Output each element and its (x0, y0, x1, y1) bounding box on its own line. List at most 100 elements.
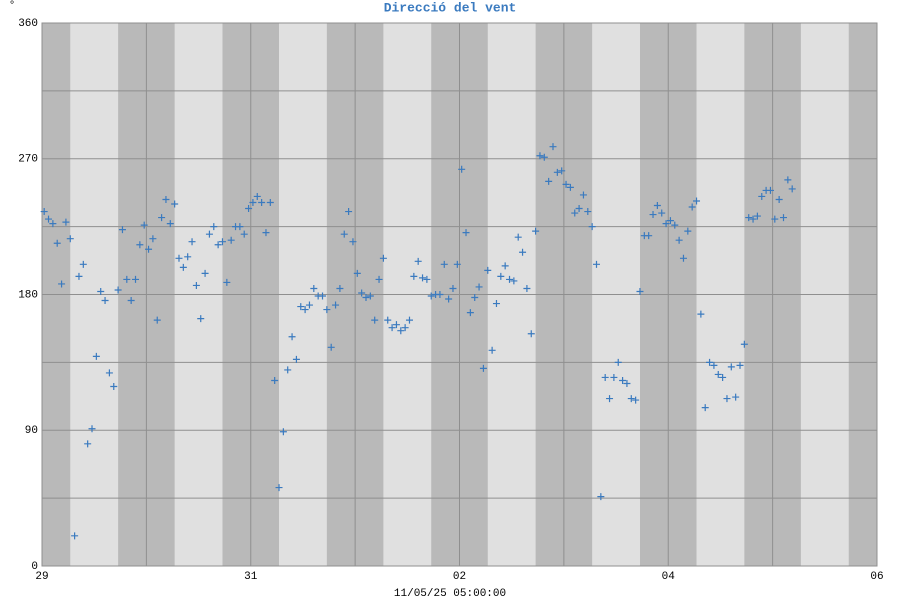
data-point (197, 315, 205, 323)
data-point (319, 292, 327, 300)
data-point (305, 301, 313, 309)
data-point (97, 287, 105, 295)
data-point (458, 165, 466, 173)
data-point (79, 260, 87, 268)
data-point (132, 275, 140, 283)
data-point (75, 272, 83, 280)
data-point (414, 257, 422, 265)
data-point (675, 236, 683, 244)
data-point (666, 217, 674, 225)
data-point (462, 229, 470, 237)
grid (41, 22, 878, 567)
data-point (275, 484, 283, 492)
data-point (405, 316, 413, 324)
data-point (53, 239, 61, 247)
data-point (358, 289, 366, 297)
data-point (727, 363, 735, 371)
data-point (384, 316, 392, 324)
data-point (610, 373, 618, 381)
data-point (558, 167, 566, 175)
data-point (753, 212, 761, 220)
data-point (758, 192, 766, 200)
x-tick-label: 29 (35, 571, 48, 583)
data-point (588, 223, 596, 231)
data-point (262, 229, 270, 237)
data-point (514, 233, 522, 241)
data-point (123, 275, 131, 283)
data-point (162, 195, 170, 203)
data-point (114, 286, 122, 294)
data-point (371, 316, 379, 324)
data-point (771, 215, 779, 223)
data-point (592, 260, 600, 268)
data-point (71, 532, 79, 540)
data-point (427, 292, 435, 300)
data-point (597, 493, 605, 501)
data-point (466, 309, 474, 317)
data-point (379, 254, 387, 262)
data-point (45, 215, 53, 223)
data-point (501, 262, 509, 270)
x-tick-label: 06 (870, 571, 883, 583)
data-point (153, 316, 161, 324)
caption: 11/05/25 05:00:00 (394, 588, 506, 600)
data-point (714, 370, 722, 378)
data-point (362, 294, 370, 302)
data-point (688, 203, 696, 211)
data-point (214, 241, 222, 249)
data-point (614, 358, 622, 366)
data-point (506, 275, 514, 283)
data-point (562, 180, 570, 188)
data-point (201, 269, 209, 277)
data-point (210, 223, 218, 231)
data-point (245, 205, 253, 213)
y-tick-label: 180 (18, 289, 38, 301)
data-point (488, 346, 496, 354)
data-point (375, 275, 383, 283)
data-point (575, 205, 583, 213)
data-point (788, 185, 796, 193)
data-point (540, 153, 548, 161)
data-point (645, 232, 653, 240)
data-point (545, 177, 553, 185)
data-point (627, 395, 635, 403)
data-point (684, 227, 692, 235)
data-point (775, 195, 783, 203)
data-point (149, 235, 157, 243)
data-point (740, 340, 748, 348)
data-point (779, 214, 787, 222)
data-point (471, 294, 479, 302)
data-point (566, 183, 574, 191)
data-point (345, 208, 353, 216)
data-point (749, 215, 757, 223)
data-points (40, 143, 796, 540)
data-point (62, 218, 70, 226)
data-point (710, 361, 718, 369)
data-point (184, 253, 192, 261)
data-point (336, 284, 344, 292)
x-tick-label: 02 (453, 571, 466, 583)
data-point (158, 214, 166, 222)
data-point (388, 324, 396, 332)
data-point (697, 310, 705, 318)
data-point (784, 176, 792, 184)
data-point (301, 306, 309, 314)
data-point (353, 269, 361, 277)
data-point (171, 200, 179, 208)
data-point (649, 211, 657, 219)
data-point (136, 241, 144, 249)
data-point (510, 277, 518, 285)
data-point (340, 230, 348, 238)
data-point (732, 393, 740, 401)
data-point (693, 197, 701, 205)
data-point (179, 263, 187, 271)
data-point (523, 284, 531, 292)
data-point (127, 297, 135, 305)
data-point (236, 223, 244, 231)
data-point (571, 209, 579, 217)
data-point (292, 355, 300, 363)
data-point (66, 235, 74, 243)
data-point (266, 198, 274, 206)
data-point (397, 327, 405, 335)
